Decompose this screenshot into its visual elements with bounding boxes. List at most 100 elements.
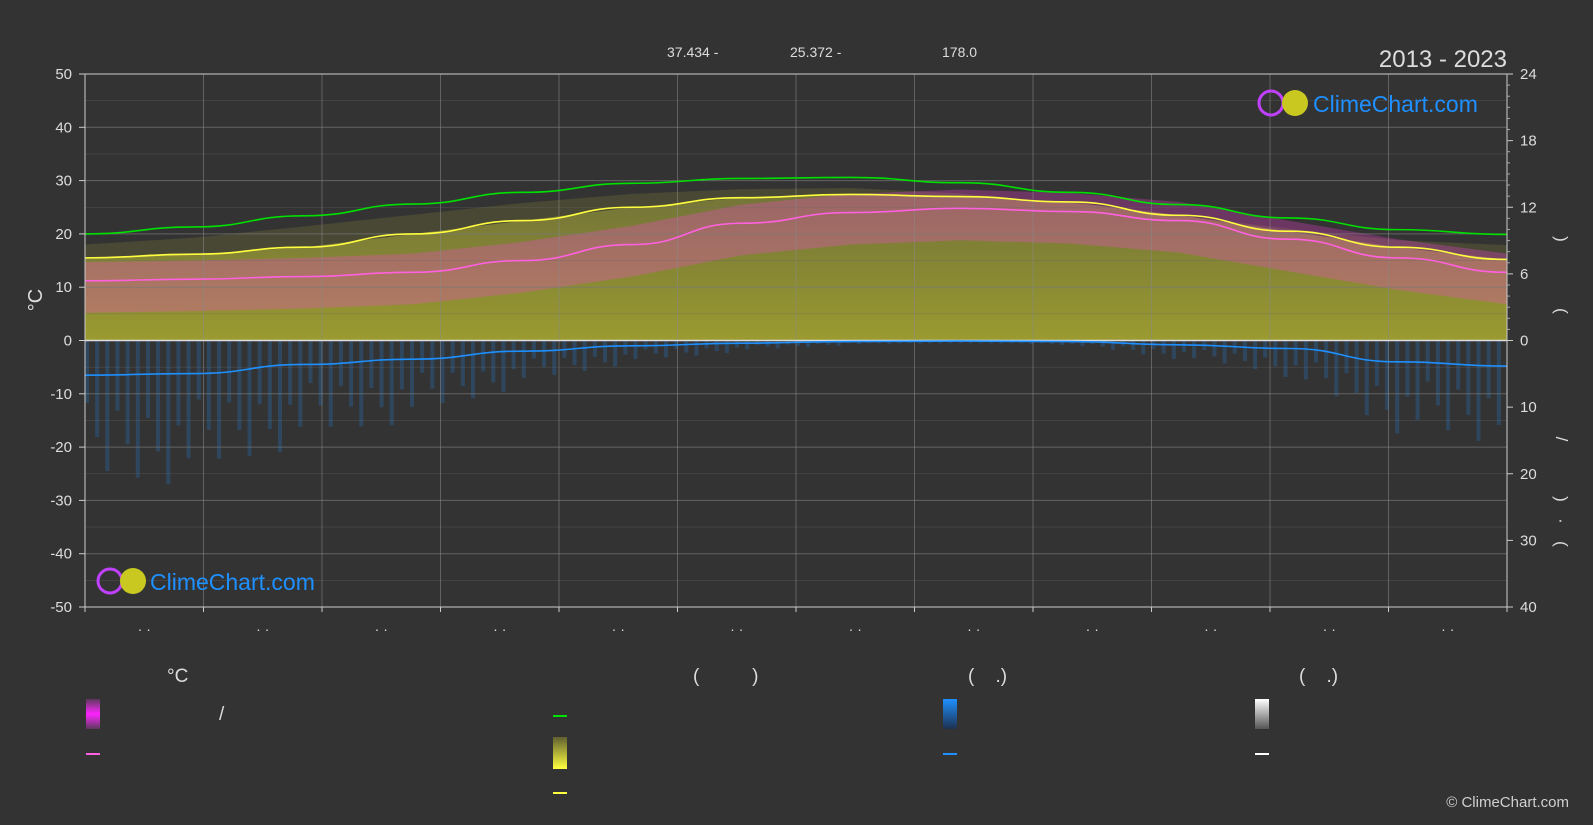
rain-bar xyxy=(1385,340,1390,410)
rain-bar xyxy=(663,340,668,358)
rain-bar xyxy=(1283,340,1288,377)
x-tick-label: · · xyxy=(967,621,980,637)
rain-bar xyxy=(1293,340,1298,366)
rain-bar xyxy=(460,340,465,387)
rain-bar xyxy=(491,340,496,383)
legend-rain-mean-swatch xyxy=(943,753,957,755)
rain-bar xyxy=(552,340,557,375)
rain-bar xyxy=(582,340,587,372)
rain-bar xyxy=(745,340,750,350)
header-coord-lon: 25.372 - xyxy=(790,44,842,60)
x-tick-label: · · xyxy=(849,621,862,637)
chart-axes: 50 40 30 20 10 0 -10 -20 -30 -40 -50 24 18 12 6 0 10 20 30… xyxy=(50,66,1571,637)
rain-bar xyxy=(1192,340,1197,359)
rain-bar xyxy=(430,340,435,389)
legend-precip-header: ( .) xyxy=(968,666,1008,687)
rain-bar xyxy=(379,340,384,408)
rain-bar xyxy=(237,340,242,431)
rain-bar xyxy=(176,340,181,426)
rain-bar xyxy=(1110,340,1115,350)
legend-snow-mean-swatch xyxy=(1255,753,1269,755)
rain-bar xyxy=(775,340,780,349)
x-tick-label: · · xyxy=(1086,621,1099,637)
series-line-temp_mean xyxy=(84,207,1508,282)
rain-bar xyxy=(95,340,100,438)
rain-bar xyxy=(1364,340,1369,416)
header-coord-elev: 178.0 xyxy=(942,44,977,60)
logo-sun-icon xyxy=(120,568,146,594)
rain-bar xyxy=(156,340,161,452)
rain-bar xyxy=(613,340,618,367)
rain-bar xyxy=(247,340,252,457)
rain-bar xyxy=(1222,340,1227,364)
rain-bar xyxy=(389,340,394,426)
rain-bar xyxy=(217,340,222,459)
rain-bar xyxy=(572,340,577,366)
rain-bar xyxy=(145,340,150,419)
rain-bar xyxy=(1080,340,1085,347)
rain-bar xyxy=(206,340,211,430)
rain-bar xyxy=(1212,340,1217,357)
copyright-notice: © ClimeChart.com xyxy=(1446,794,1569,811)
y2-axis-label-part: ( xyxy=(1552,308,1571,314)
y-tick-label: -10 xyxy=(50,386,72,403)
rain-bar xyxy=(410,340,415,407)
rain-bar xyxy=(653,340,658,354)
y-tick-label: -30 xyxy=(50,492,72,509)
legend-snow-header: ( .) xyxy=(1299,666,1339,687)
legend-temperature-header: °C xyxy=(167,666,189,687)
rain-bar xyxy=(196,340,201,400)
y-tick-label: -40 xyxy=(50,546,72,563)
rain-bar xyxy=(257,340,262,405)
rain-bar xyxy=(1405,340,1410,397)
rain-bar xyxy=(1476,340,1481,441)
x-tick-label: · · xyxy=(730,621,743,637)
rain-bar xyxy=(1314,340,1319,363)
series-line-rain xyxy=(84,340,1508,376)
chart-lines xyxy=(84,176,1508,376)
rain-bar xyxy=(1435,340,1440,406)
rain-bar xyxy=(349,340,354,407)
rain-bar xyxy=(1131,340,1136,350)
rain-bar xyxy=(1161,340,1166,354)
y2-tick-label: 18 xyxy=(1520,133,1537,150)
y2-axis-label-part: / xyxy=(1552,437,1571,442)
rain-bar xyxy=(796,340,800,346)
rain-bar xyxy=(298,340,303,427)
x-tick-label: · · xyxy=(1441,621,1454,637)
series-line-daylight xyxy=(84,176,1508,236)
y2-axis-label-part: ) xyxy=(1552,496,1571,502)
rain-bar xyxy=(125,340,130,445)
y-axis-label: °C xyxy=(25,289,47,311)
rain-bar xyxy=(1486,340,1491,399)
y2-axis-label-part: ) xyxy=(1552,236,1571,242)
rain-bar xyxy=(481,340,486,372)
rain-bar xyxy=(1100,340,1105,347)
rain-bar xyxy=(277,340,282,453)
rain-bar xyxy=(501,340,506,393)
rain-bar xyxy=(694,340,699,356)
legend-sunshine-range-swatch xyxy=(553,737,567,769)
rain-bar xyxy=(1425,340,1430,382)
rain-bar xyxy=(1446,340,1451,431)
rain-bar xyxy=(603,340,608,363)
rain-bar xyxy=(1181,340,1186,353)
rain-bar xyxy=(836,340,841,346)
y2-axis-label-part: ( xyxy=(1552,541,1571,547)
y2-tick-label: 30 xyxy=(1520,532,1537,549)
y2-tick-label: 6 xyxy=(1520,266,1528,283)
rain-bar xyxy=(105,340,110,472)
rain-bar xyxy=(1496,340,1501,425)
rain-bar xyxy=(1242,340,1247,362)
y-tick-label: 40 xyxy=(55,119,72,136)
rain-bar xyxy=(328,340,333,427)
rain-bar xyxy=(531,340,536,359)
rain-bar xyxy=(542,340,547,368)
header-coord-lat: 37.434 - xyxy=(667,44,719,60)
rain-bar xyxy=(623,340,628,355)
rain-bar xyxy=(724,340,729,354)
legend-snow-range-swatch xyxy=(1255,699,1269,729)
y-tick-label: 50 xyxy=(55,66,72,83)
legend-daylight-swatch xyxy=(553,715,567,717)
rain-bar xyxy=(318,340,323,406)
